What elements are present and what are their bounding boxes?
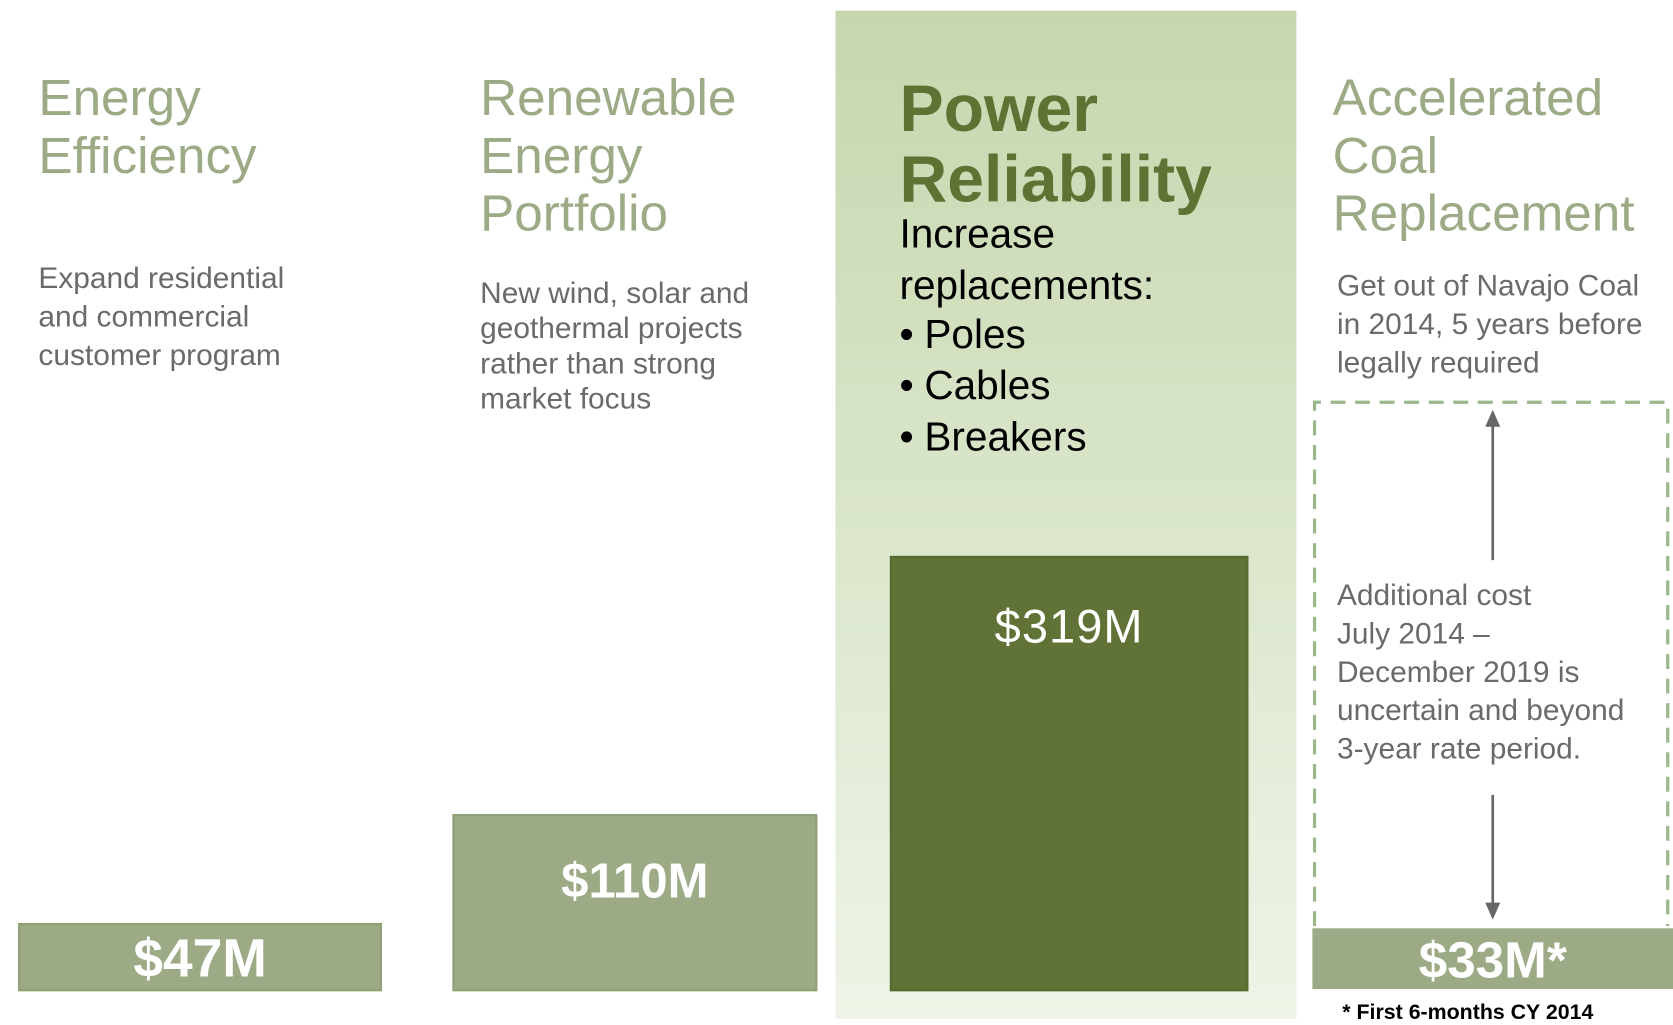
column-title: Power Reliability xyxy=(899,72,1212,217)
bullet: Poles xyxy=(899,309,1086,360)
bullet: Breakers xyxy=(899,412,1086,463)
bullet-list: Poles Cables Breakers xyxy=(899,309,1086,463)
amount-bar: $33M* xyxy=(1312,928,1673,990)
arrow-head xyxy=(1485,409,1501,427)
text-line: customer program xyxy=(38,338,281,372)
text-line: uncertain and beyond xyxy=(1336,693,1625,727)
column-description: Expand residential and commercial customer… xyxy=(38,259,284,374)
text-line: 3-year rate period. xyxy=(1336,731,1582,766)
text-line: market focus xyxy=(480,381,652,416)
column-description: Get out of Navajo Coal in 2014, 5 years b… xyxy=(1337,267,1643,382)
text-line: Expand residential xyxy=(38,261,285,295)
text-line: in 2014, 5 years before xyxy=(1336,307,1643,341)
text-line: geothermal projects xyxy=(480,311,743,345)
text-line: December 2019 is xyxy=(1336,655,1580,689)
annotation: Additional cost July 2014 – December 2019 … xyxy=(1337,576,1624,768)
text-line: and commercial xyxy=(38,299,250,333)
amount-bar: $110M xyxy=(452,814,818,992)
text-line: legally required xyxy=(1336,345,1540,379)
column-description: New wind, solar and geothermal projects ra… xyxy=(480,275,749,416)
column-title: Renewable Energy Portfolio xyxy=(480,70,737,243)
text-line: July 2014 – xyxy=(1336,616,1490,650)
amount-bar: $47M xyxy=(18,922,382,992)
dashed-bracket xyxy=(1312,400,1670,927)
dashed-box xyxy=(1312,400,1670,927)
arrow-head xyxy=(1485,902,1501,920)
text-line: Additional cost xyxy=(1336,578,1532,612)
column-description: Increase replacements: xyxy=(899,212,1155,309)
column-title: Energy Efficiency xyxy=(38,70,257,185)
text-line: rather than strong xyxy=(480,346,716,380)
amount-bar: $319M xyxy=(889,555,1249,992)
footnote: * First 6-months CY 2014 xyxy=(1342,1000,1594,1025)
text-line: New wind, solar and xyxy=(480,276,750,310)
text-line: Get out of Navajo Coal xyxy=(1336,268,1640,302)
column-title: Accelerated Coal Replacement xyxy=(1332,70,1635,243)
bullet: Cables xyxy=(899,361,1086,412)
